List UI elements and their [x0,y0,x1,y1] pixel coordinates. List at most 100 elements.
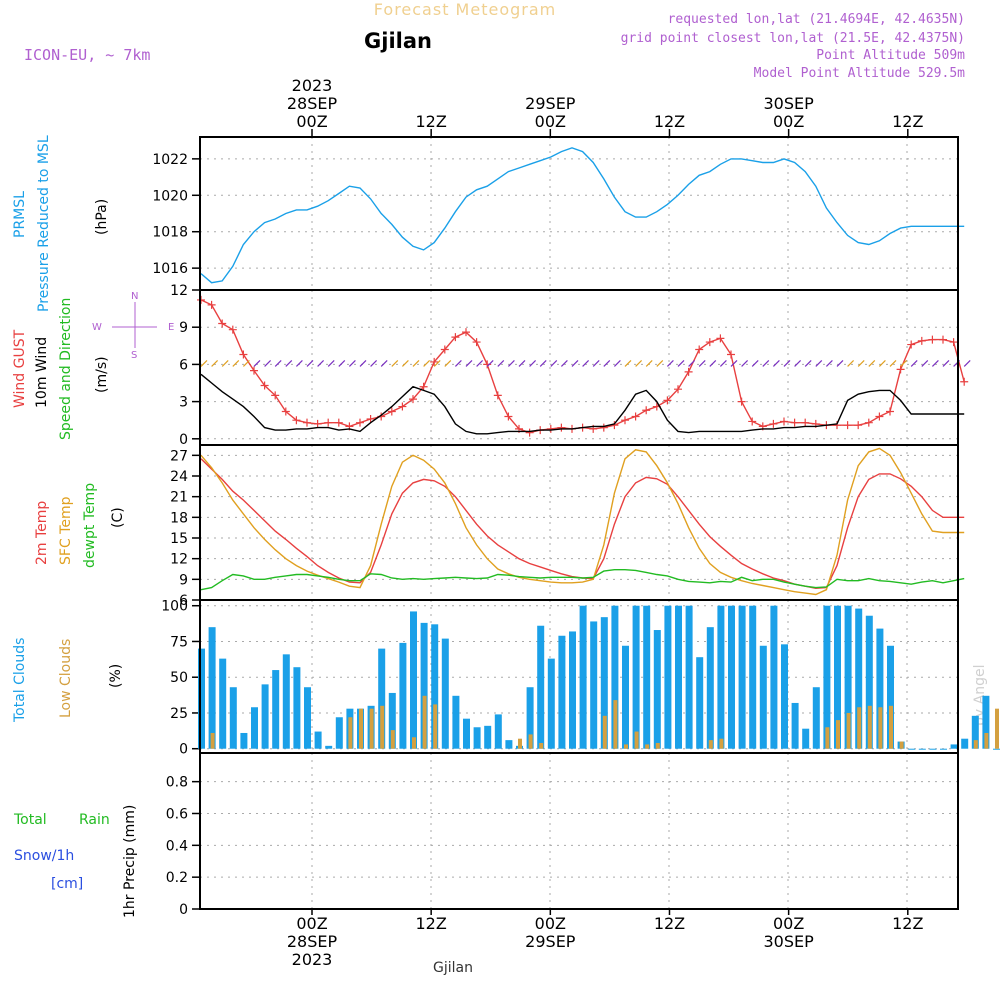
low-cloud-bar [518,738,522,749]
total-cloud-bar [399,642,407,749]
gust-marker [228,325,237,334]
wind-arrow [380,359,388,367]
gust-marker [896,365,905,374]
wind-arrow [348,359,356,367]
total-cloud-bar [706,627,714,749]
total-cloud-bar [547,658,555,749]
gust-marker [949,338,958,347]
sfc-temp-label: SFC Temp [58,496,74,565]
gust-marker [907,340,916,349]
gust-marker [557,423,566,432]
wind-arrow [836,359,844,367]
total-cloud-bar [759,645,767,749]
total-cloud-bar [675,605,682,749]
panel-frame [199,599,959,754]
total-cloud-bar [622,645,629,749]
low-cloud-bar [655,742,660,749]
time-label: 12Z [654,914,685,933]
total-cloud-bar [441,638,449,749]
low-cloud-bar [995,708,999,749]
t2m-label: 2m Temp [34,501,50,565]
wind-arrow [221,359,229,367]
y-tick-label: 100 [161,599,188,615]
y-tick-label: 0 [179,432,188,448]
prmsl-label: PRMSL [12,191,28,238]
wind-arrow [910,359,918,367]
panel-frame [199,752,959,910]
wind-gust-label: Wind GUST [12,329,28,408]
low-cloud-bar [836,720,840,749]
total-cloud-bar [749,605,757,749]
total-cloud-bar [600,617,608,749]
gust-marker [663,396,672,405]
y-tick-label: 50 [170,670,188,686]
svg-text:E: E [168,322,174,333]
series-dewpt-temp [200,569,965,591]
y-tick-label: 6 [179,593,188,609]
low-cloud-bar [984,732,989,749]
gust-marker [218,319,227,328]
low-cloud-bar [539,742,544,749]
wind-arrow [539,359,547,367]
wind-arrow [285,359,293,367]
y-tick-label: 0.8 [166,775,188,791]
gust-marker [695,345,704,354]
time-label: 30SEP [763,932,814,951]
total-cloud-bar [378,648,386,749]
low-cloud-bar [899,741,904,749]
low-cloud-bar [867,705,872,749]
wind-arrow [317,359,325,367]
total-cloud-bar [950,744,958,749]
gust-marker [313,419,322,428]
low-cloud-bar [634,731,639,749]
total-cloud-bar [791,702,799,749]
low-cloud-bar [857,707,862,749]
wind-arrow [931,359,939,367]
gust-marker [737,397,746,406]
y-tick-label: 27 [170,448,188,464]
wind-arrow [783,359,791,367]
total-cloud-bar [696,657,704,749]
gust-marker [504,412,513,421]
wind-arrow [338,359,346,367]
total-cloud-bar [208,627,216,749]
gust-marker [599,423,608,432]
low-cloud-bar [412,737,416,749]
pressure-label: Pressure Reduced to MSL [36,135,52,312]
wind-arrow [253,359,261,367]
location-title: Gjilan [364,29,432,53]
total-cloud-bar [590,621,598,749]
low-cloud-bar [613,700,618,749]
wind-arrow [794,359,802,367]
total-cloud-bar [484,725,492,749]
footer-location: Gjilan [433,960,473,976]
wind-arrow [274,359,282,367]
wind-arrow [889,359,897,367]
gust-marker [864,418,873,427]
total-cloud-bar [887,645,894,749]
y-tick-label: 25 [170,706,188,722]
y-tick-label: 9 [179,320,188,336]
total-cloud-bar [251,707,258,749]
total-cloud-bar [219,658,227,749]
cm-label: [cm] [51,876,83,892]
y-tick-label: 0.4 [166,838,188,854]
total-cloud-bar [569,631,576,749]
total-cloud-bar [272,670,280,749]
total-cloud-bar [463,718,470,749]
point-altitude: Point Altitude 509m [816,48,965,63]
wind-arrow [603,359,611,367]
gust-marker [886,407,894,416]
time-label: 00Z [296,112,327,131]
total-cloud-bar [293,667,301,749]
y-tick-label: 75 [170,634,188,650]
low-cloud-bar [889,705,893,749]
panel-4: 0 25 50 75 100 [161,599,1000,758]
time-label: 00Z [535,112,566,131]
low-cloud-bar [359,708,363,749]
hpa-label: (hPa) [94,199,110,235]
grid-point-coords: grid point closest lon,lat (21.5E, 42.43… [621,31,965,46]
model-altitude: Model Point Altitude 529.5m [754,66,965,81]
